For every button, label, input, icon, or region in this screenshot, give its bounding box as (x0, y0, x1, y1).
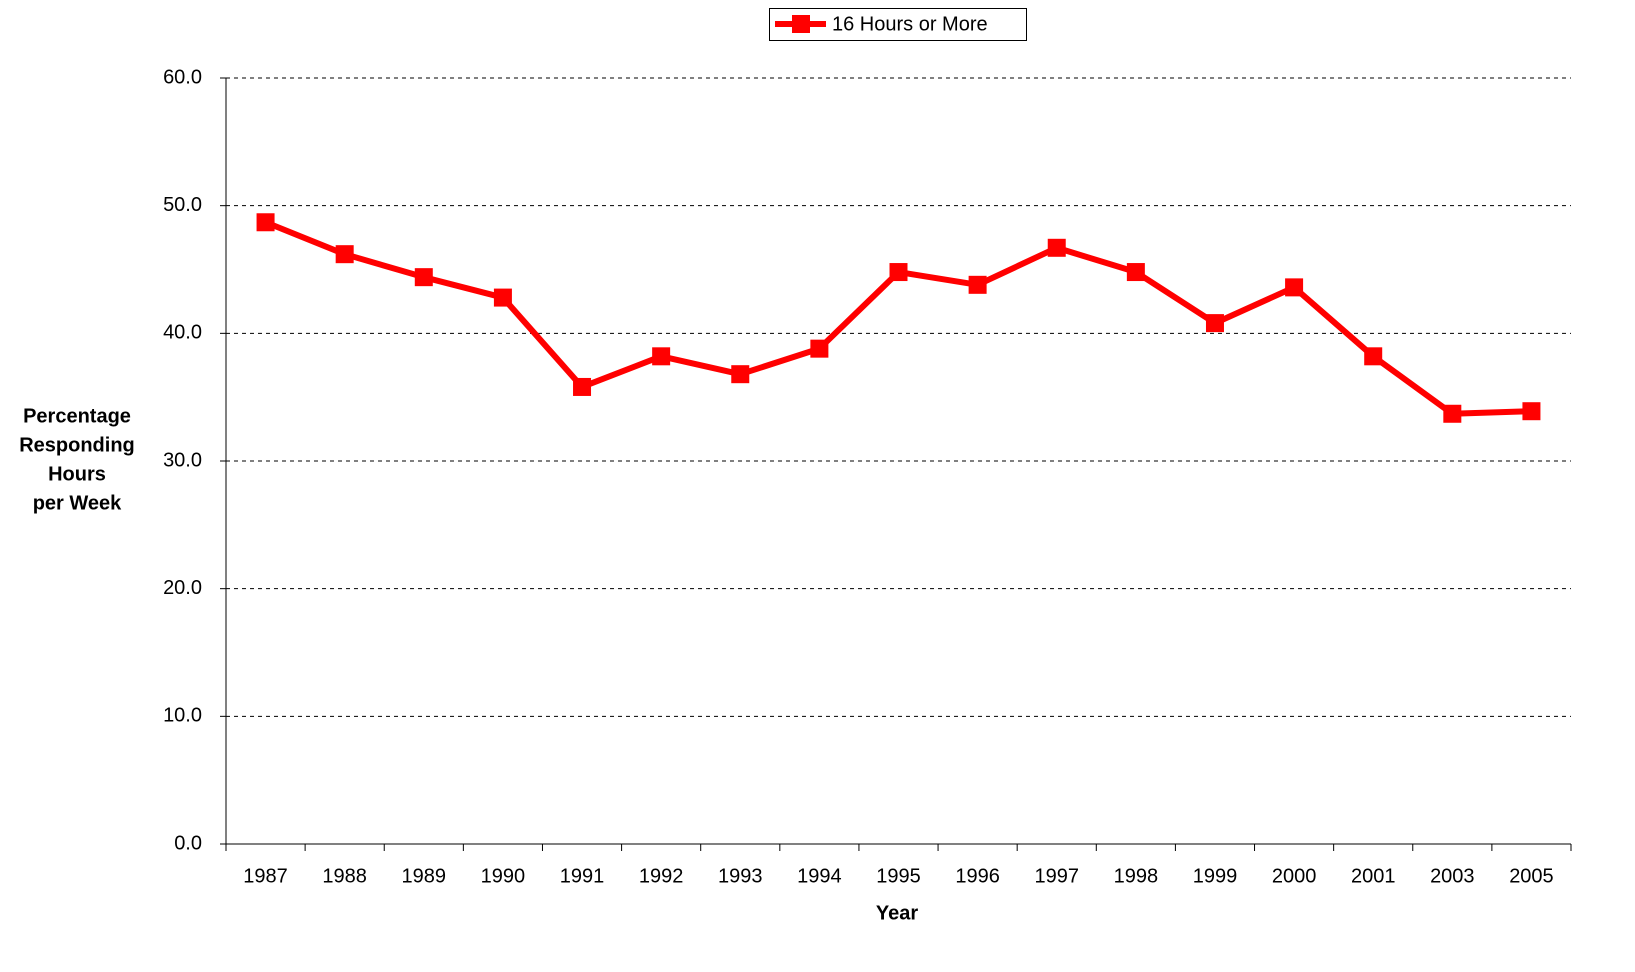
point-marker (1205, 314, 1224, 333)
point-marker (414, 268, 433, 287)
x-tick-label: 1991 (560, 865, 605, 887)
point-marker (731, 365, 750, 384)
point-marker (1047, 238, 1066, 257)
point-marker (1364, 347, 1383, 366)
y-axis-label: per Week (33, 492, 122, 514)
point-marker (1443, 404, 1462, 423)
x-tick-label: 1990 (481, 865, 526, 887)
y-tick-label: 60.0 (163, 66, 202, 88)
y-axis-label: Percentage (23, 405, 131, 427)
point-marker (889, 263, 908, 282)
legend-label: 16 Hours or More (832, 13, 988, 35)
point-marker (493, 288, 512, 307)
point-marker (1126, 263, 1145, 282)
point-marker (652, 347, 671, 366)
x-tick-label: 1988 (322, 865, 367, 887)
x-tick-label: 1994 (797, 865, 842, 887)
point-marker (968, 275, 987, 294)
x-axis-label: Year (876, 902, 918, 924)
point-marker (1285, 278, 1304, 297)
point-marker (573, 377, 592, 396)
x-tick-label: 1996 (955, 865, 1000, 887)
x-tick-label: 1989 (402, 865, 447, 887)
y-axis-label: Responding (19, 434, 135, 456)
point-marker (1522, 402, 1541, 421)
x-tick-label: 2003 (1430, 865, 1475, 887)
point-marker (335, 245, 354, 264)
x-tick-label: 2005 (1509, 865, 1554, 887)
y-tick-label: 20.0 (163, 577, 202, 599)
x-tick-label: 1999 (1193, 865, 1238, 887)
x-tick-label: 2000 (1272, 865, 1317, 887)
x-tick-label: 1992 (639, 865, 684, 887)
y-tick-label: 10.0 (163, 705, 202, 727)
x-tick-label: 1995 (876, 865, 921, 887)
legend-marker (792, 15, 810, 33)
y-tick-label: 50.0 (163, 194, 202, 216)
y-tick-label: 30.0 (163, 449, 202, 471)
point-marker (810, 339, 829, 358)
point-marker (256, 213, 275, 232)
y-tick-label: 40.0 (163, 322, 202, 344)
x-tick-label: 1997 (1034, 865, 1079, 887)
x-tick-label: 2001 (1351, 865, 1396, 887)
x-tick-label: 1993 (718, 865, 763, 887)
y-axis-label: Hours (48, 463, 106, 485)
x-tick-label: 1998 (1114, 865, 1159, 887)
y-tick-label: 0.0 (174, 832, 202, 854)
x-tick-label: 1987 (243, 865, 288, 887)
series-line (264, 219, 1532, 417)
